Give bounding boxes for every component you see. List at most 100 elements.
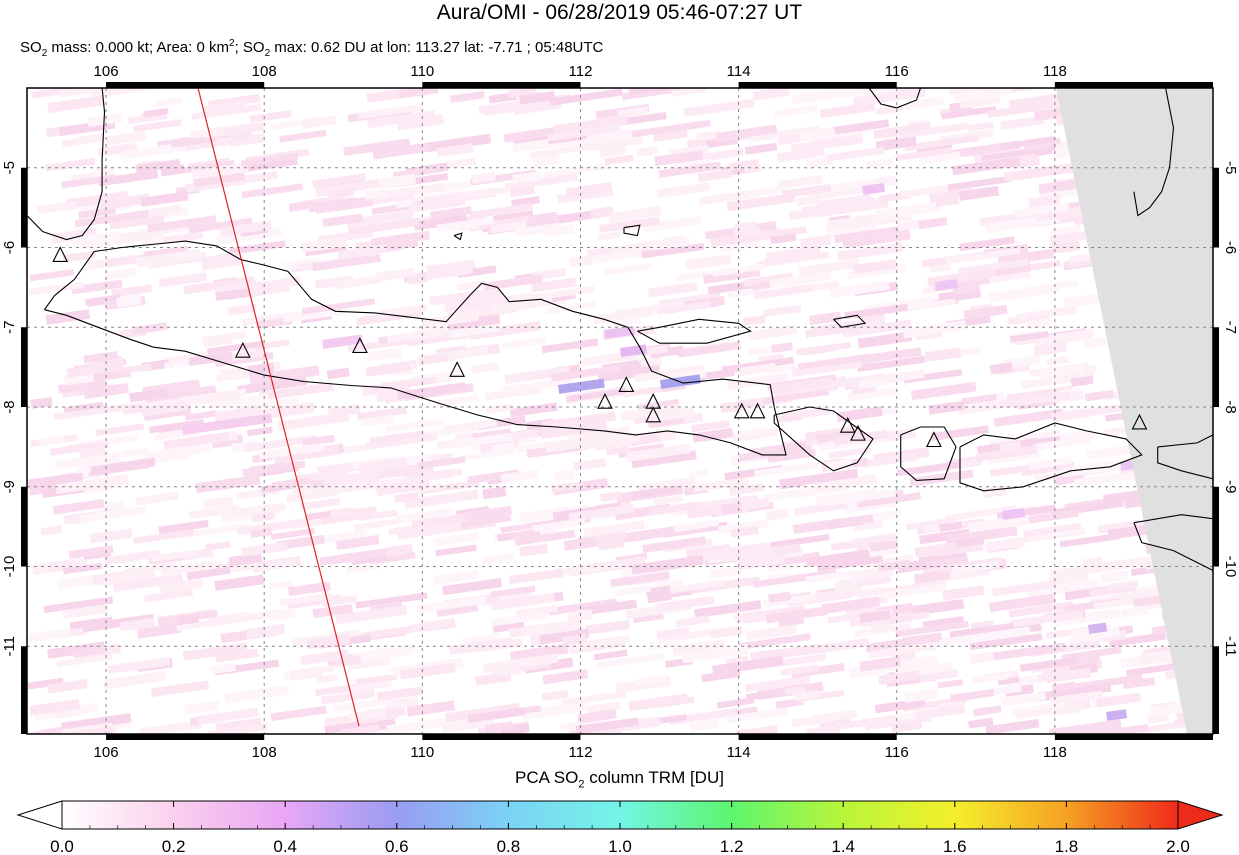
so2-pixel (469, 203, 534, 219)
so2-pixel (323, 470, 380, 486)
so2-pixel (204, 541, 231, 551)
so2-pixel (814, 474, 878, 492)
so2-pixel (798, 258, 860, 276)
so2-pixel (532, 518, 586, 533)
so2-pixel (482, 653, 558, 674)
so2-pixel (143, 588, 194, 603)
so2-pixel (229, 133, 266, 147)
so2-pixel (193, 172, 245, 188)
so2-pixel (701, 669, 741, 683)
so2-pixel (769, 533, 830, 549)
so2-pixel (672, 639, 725, 656)
so2-pixel (449, 90, 485, 104)
so2-pixel (1051, 407, 1092, 423)
lon-label: 114 (727, 744, 751, 760)
so2-pixel (961, 393, 997, 405)
so2-pixel (1050, 561, 1116, 580)
lon-label: 112 (569, 63, 593, 80)
so2-pixel (745, 624, 798, 641)
so2-pixel (1023, 522, 1082, 538)
so2-pixel (1074, 469, 1146, 488)
so2-pixel (55, 474, 129, 495)
so2-pixel-enhanced (861, 182, 886, 195)
so2-pixel (590, 206, 615, 219)
so2-pixel (88, 88, 156, 99)
so2-pixel (577, 709, 617, 724)
lat-label: -6 (1, 241, 18, 254)
so2-pixel (275, 534, 325, 551)
so2-pixel (406, 700, 456, 717)
so2-pixel (1034, 436, 1091, 451)
so2-pixel (386, 328, 446, 344)
so2-pixel (197, 707, 260, 725)
so2-pixel (847, 386, 899, 402)
so2-pixel (190, 126, 225, 139)
so2-pixel (40, 525, 62, 536)
so2-pixel (945, 247, 1021, 265)
so2-pixel (409, 619, 453, 633)
so2-pixel (300, 649, 350, 666)
so2-pixel (819, 717, 851, 728)
so2-pixel (326, 367, 350, 380)
so2-pixel (593, 649, 628, 661)
frame-tick-bars (21, 82, 1219, 740)
so2-pixel (999, 135, 1056, 150)
frame-tick-bar (738, 82, 897, 88)
so2-pixel (643, 215, 703, 233)
so2-pixel (860, 347, 922, 364)
so2-pixel (27, 677, 64, 690)
so2-pixel (967, 514, 1030, 533)
colorbar-tick-label: 1.0 (608, 837, 632, 855)
lon-label: 110 (410, 744, 434, 760)
so2-pixel (106, 569, 156, 585)
so2-pixel (429, 206, 472, 220)
so2-pixel (532, 153, 561, 168)
so2-pixel (434, 532, 479, 547)
so2-pixel (496, 292, 534, 308)
so2-pixel (992, 642, 1067, 661)
lat-label: -7 (1222, 321, 1239, 334)
so2-pixel (698, 190, 751, 206)
so2-pixel (471, 362, 499, 374)
so2-pixel (782, 183, 832, 199)
so2-pixel (597, 231, 622, 241)
so2-pixel (1108, 580, 1139, 591)
so2-pixel (449, 431, 523, 449)
so2-pixel (833, 429, 888, 446)
so2-pixel (160, 560, 218, 576)
so2-pixel (878, 670, 920, 685)
so2-pixel (271, 477, 311, 490)
so2-pixel (442, 717, 495, 733)
so2-pixel (500, 469, 540, 484)
so2-pixel (753, 284, 812, 300)
so2-pixel (685, 254, 732, 271)
so2-pixel (501, 336, 546, 350)
so2-pixel (769, 271, 832, 289)
so2-pixel (1211, 418, 1213, 438)
so2-pixel (566, 387, 627, 403)
so2-pixel (765, 508, 789, 522)
so2-pixel (836, 406, 883, 423)
so2-pixel (525, 285, 595, 302)
so2-pixel (240, 152, 299, 167)
so2-pixel (343, 138, 411, 157)
so2-pixel (132, 119, 182, 133)
so2-pixel (365, 361, 412, 377)
so2-pixel (649, 638, 681, 651)
so2-pixel (936, 543, 984, 557)
so2-pixel (120, 447, 150, 458)
java-coast (43, 240, 787, 456)
so2-pixel (545, 433, 618, 453)
lon-label: 106 (94, 744, 119, 760)
so2-pixel (737, 362, 776, 377)
so2-pixel (141, 400, 188, 417)
so2-pixel (186, 566, 231, 580)
so2-pixel (54, 708, 80, 719)
so2-pixel (826, 179, 874, 194)
so2-pixel (828, 446, 871, 459)
so2-pixel (1024, 509, 1079, 525)
so2-pixel (345, 563, 380, 574)
so2-pixel (147, 215, 217, 233)
so2-pixel (969, 651, 997, 665)
so2-pixel (57, 378, 107, 394)
